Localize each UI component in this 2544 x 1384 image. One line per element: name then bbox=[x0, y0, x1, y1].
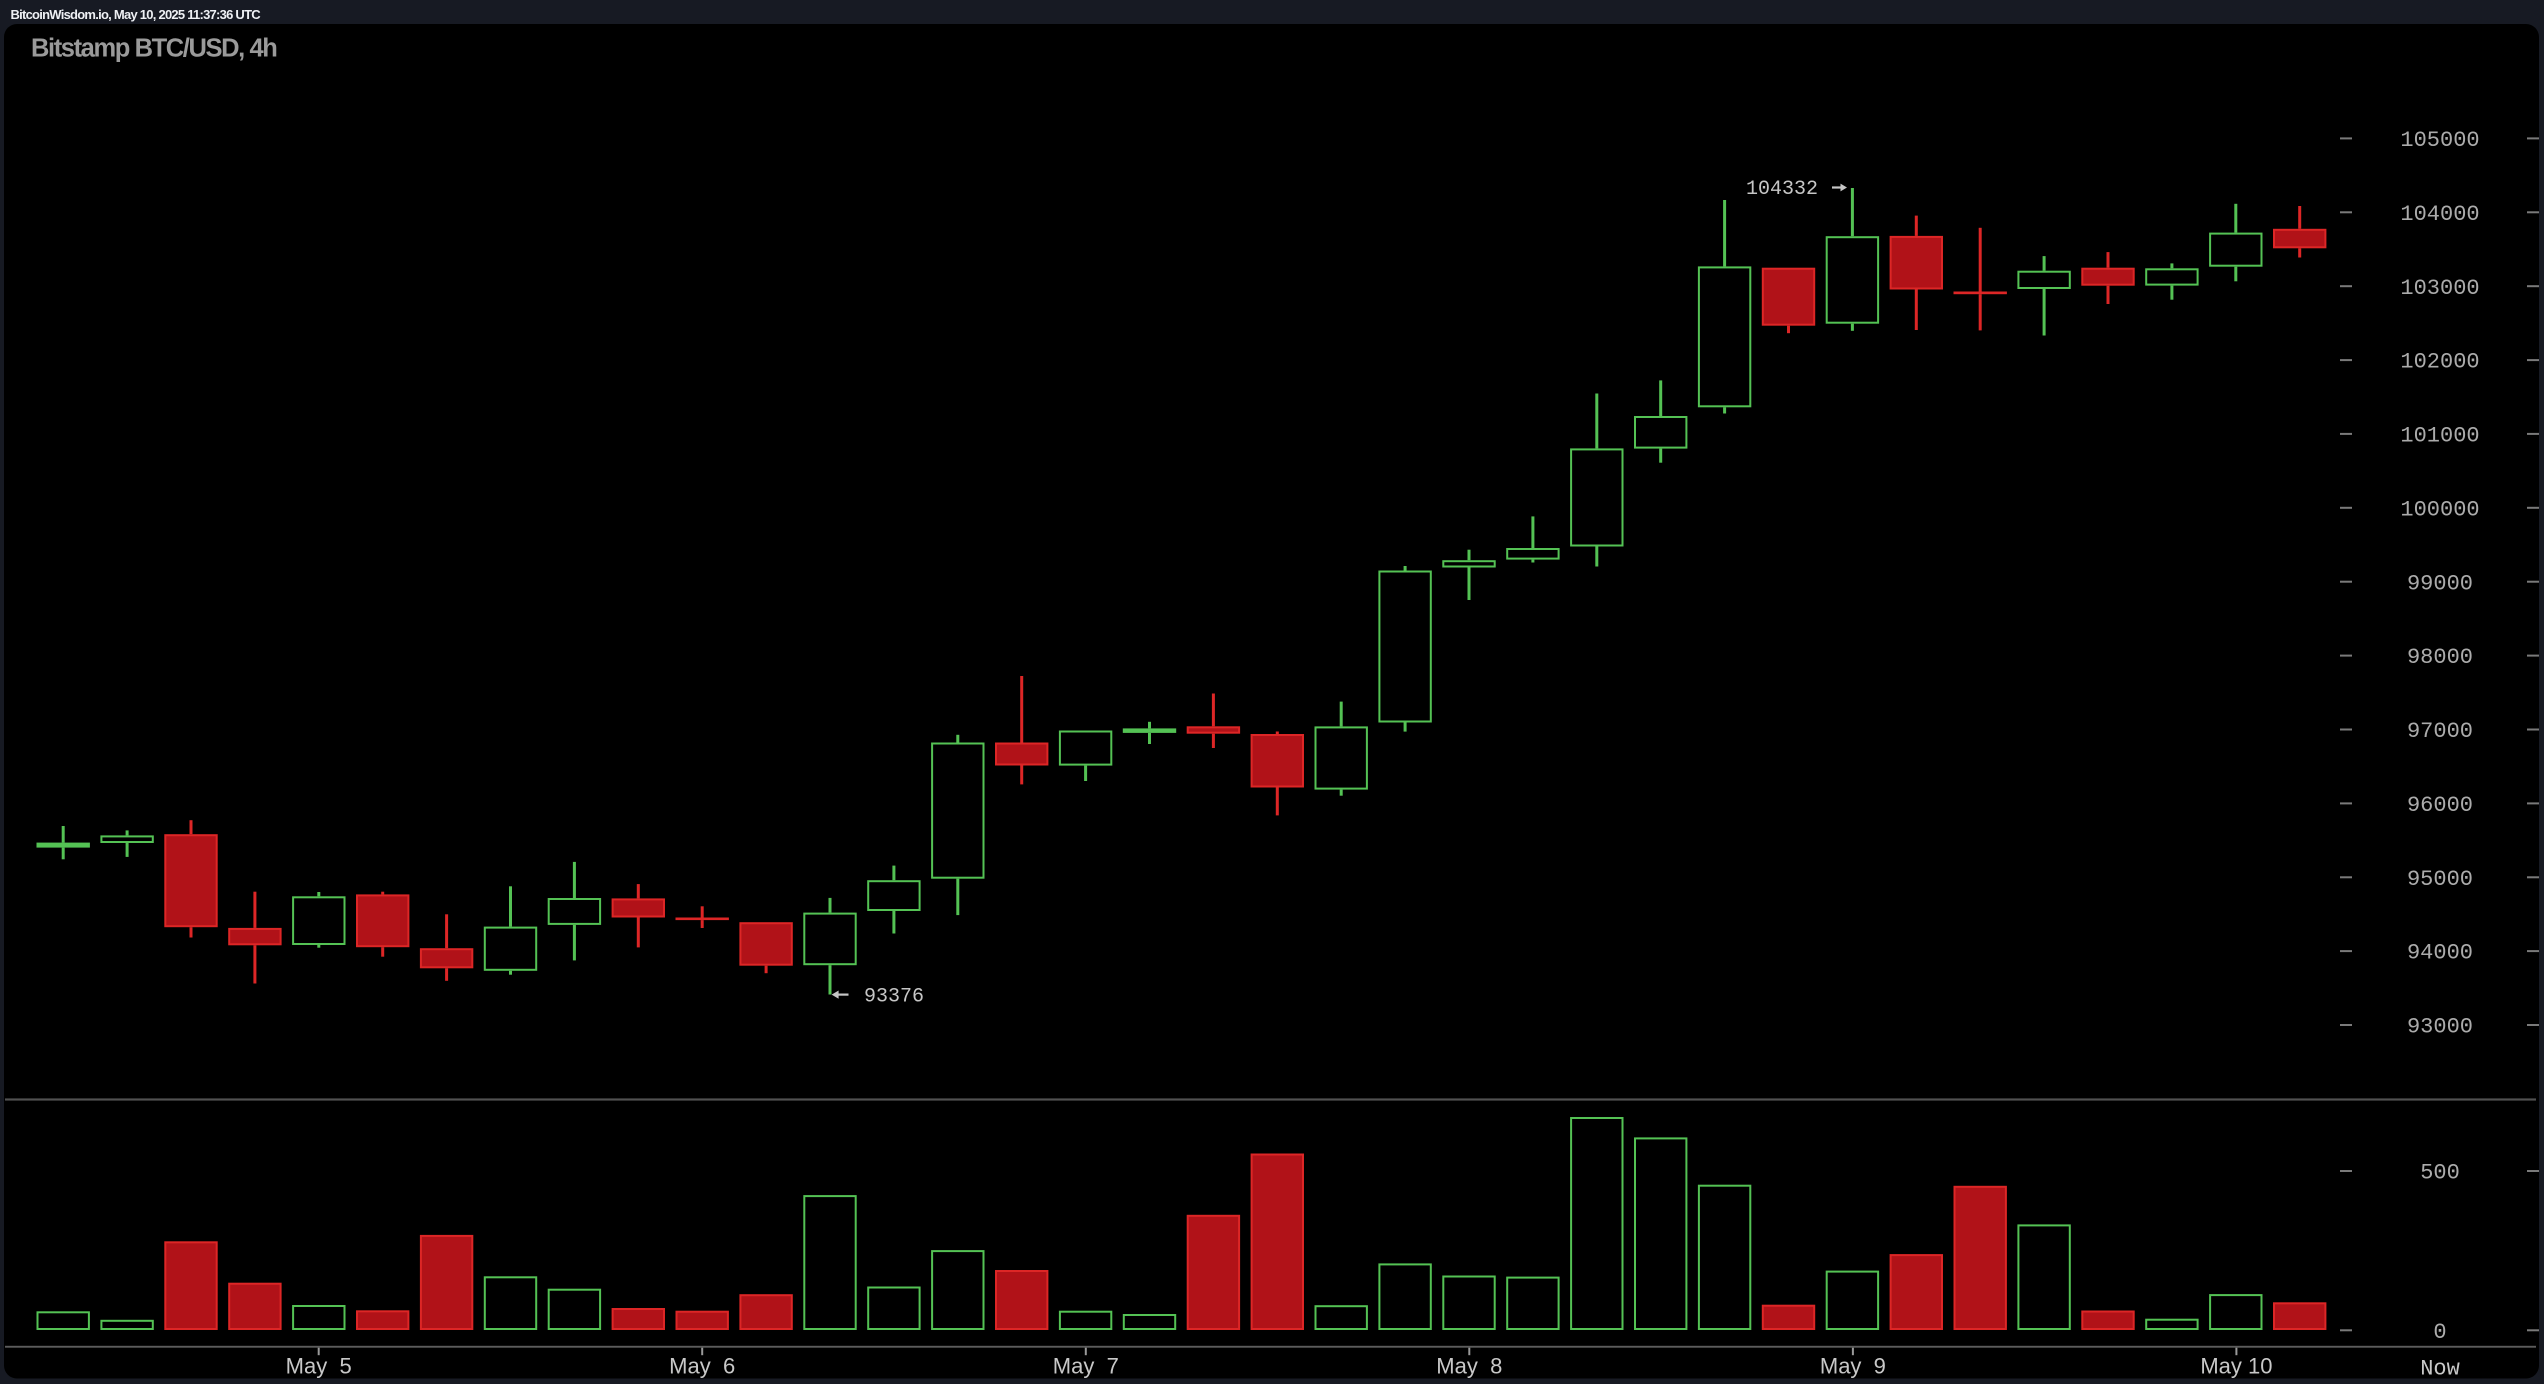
svg-text:94000: 94000 bbox=[2407, 941, 2473, 966]
svg-text:104000: 104000 bbox=[2400, 202, 2479, 227]
svg-text:May 7: May 7 bbox=[1053, 1354, 1119, 1379]
svg-text:500: 500 bbox=[2420, 1161, 2460, 1186]
svg-text:101000: 101000 bbox=[2400, 424, 2479, 449]
svg-text:93000: 93000 bbox=[2407, 1015, 2473, 1040]
svg-text:102000: 102000 bbox=[2400, 350, 2479, 375]
svg-text:May 8: May 8 bbox=[1436, 1354, 1502, 1379]
svg-text:98000: 98000 bbox=[2407, 645, 2473, 670]
svg-text:May 5: May 5 bbox=[286, 1354, 352, 1379]
svg-text:103000: 103000 bbox=[2400, 276, 2479, 301]
svg-text:May 6: May 6 bbox=[669, 1354, 735, 1379]
svg-text:97000: 97000 bbox=[2407, 719, 2473, 744]
svg-text:104332: 104332 bbox=[1746, 178, 1818, 201]
svg-text:Now: Now bbox=[2420, 1357, 2460, 1382]
svg-text:93376: 93376 bbox=[864, 986, 924, 1009]
svg-text:BitcoinWisdom.io, May 10, 2025: BitcoinWisdom.io, May 10, 2025 11:37:36 … bbox=[11, 7, 262, 22]
svg-text:100000: 100000 bbox=[2400, 497, 2479, 522]
svg-text:0: 0 bbox=[2433, 1320, 2446, 1345]
svg-text:95000: 95000 bbox=[2407, 867, 2473, 892]
svg-text:Bitstamp BTC/USD, 4h: Bitstamp BTC/USD, 4h bbox=[31, 35, 276, 63]
svg-text:May 9: May 9 bbox=[1820, 1354, 1886, 1379]
svg-text:99000: 99000 bbox=[2407, 571, 2473, 596]
svg-text:105000: 105000 bbox=[2400, 128, 2479, 153]
svg-text:96000: 96000 bbox=[2407, 793, 2473, 818]
svg-text:May 10: May 10 bbox=[2200, 1354, 2272, 1379]
